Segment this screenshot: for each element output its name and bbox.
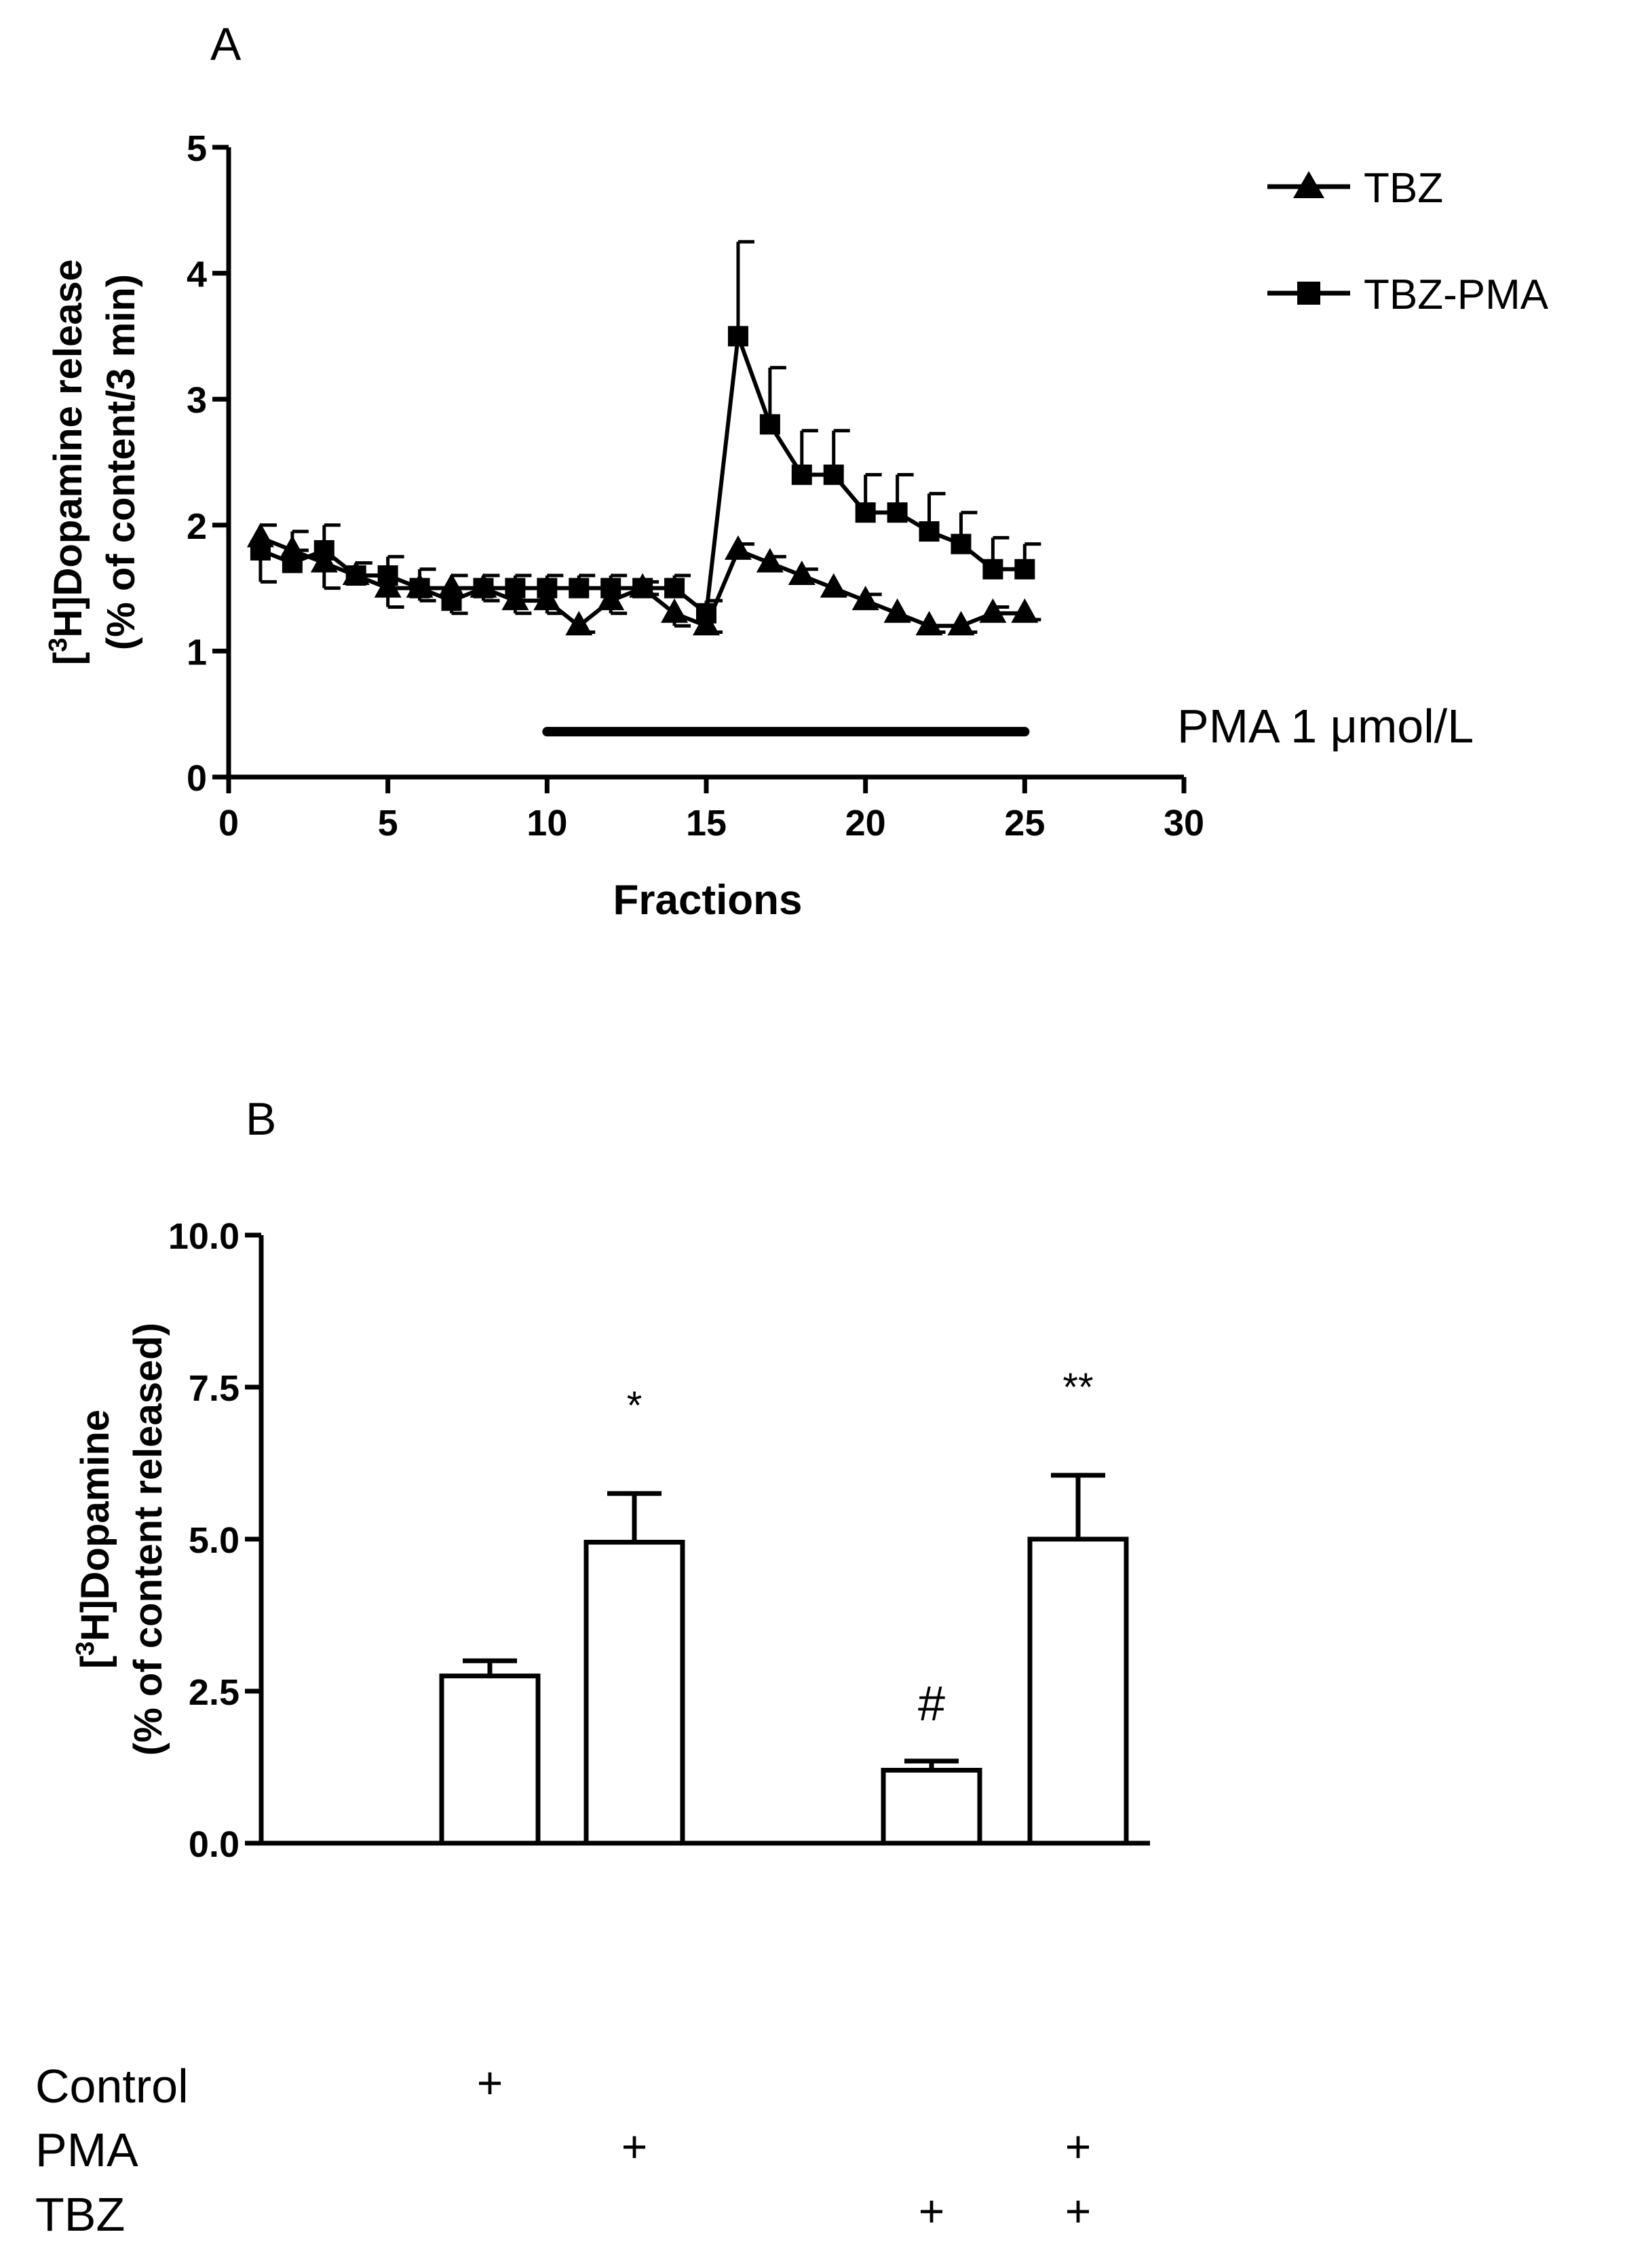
data-point-tbz-pma <box>282 552 303 573</box>
pma-treatment-label: PMA 1 μmol/L <box>1177 700 1474 753</box>
condition-label: PMA <box>35 2123 138 2176</box>
bar-pma <box>583 1539 685 1846</box>
data-point-tbz <box>788 561 816 586</box>
condition-mark: + <box>919 2186 945 2236</box>
data-point-tbz <box>756 548 784 573</box>
data-point-tbz <box>565 611 593 636</box>
data-point-tbz <box>724 535 752 560</box>
data-point-tbz-pma <box>1014 559 1035 580</box>
data-point-tbz-pma <box>569 578 590 599</box>
panel-a-x-label: Fractions <box>613 877 802 924</box>
condition-mark: + <box>477 2058 503 2108</box>
x-tick-label: 0 <box>218 803 239 844</box>
data-point-tbz-pma <box>505 578 526 599</box>
legend-tbz-pma-label: TBZ-PMA <box>1364 271 1549 318</box>
condition-mark: + <box>621 2121 648 2172</box>
legend-tbz-marker <box>1293 171 1324 198</box>
data-point-tbz <box>661 598 689 623</box>
x-tick-label: 20 <box>845 803 886 844</box>
legend-tbz-label: TBZ <box>1364 165 1443 212</box>
x-tick-label: 30 <box>1164 803 1204 844</box>
legend-tbz-pma-marker <box>1297 282 1320 305</box>
data-point-tbz-pma <box>855 502 876 523</box>
data-point-tbz-pma <box>727 326 748 347</box>
y-tick-label: 0 <box>187 758 207 799</box>
data-point-tbz-pma <box>409 578 430 599</box>
data-point-tbz-pma <box>537 578 558 599</box>
bar-control <box>439 1674 541 1846</box>
x-tick-label: 25 <box>1004 803 1045 844</box>
y-tick-label: 5 <box>187 128 207 169</box>
data-point-tbz-pma <box>759 414 780 435</box>
condition-label: Control <box>35 2060 189 2113</box>
panel-b-chart: 0.0 2.5 5.0 7.5 10.0 * # ** [3H]Dopamine (% of… <box>35 1216 1150 2241</box>
data-point-tbz-pma <box>791 464 812 485</box>
data-point-tbz-pma <box>313 540 334 561</box>
y-tick-label: 2.5 <box>189 1672 239 1713</box>
bar-tbz <box>881 1767 982 1846</box>
significance-mark: ** <box>1062 1365 1093 1410</box>
data-point-tbz-pma <box>887 502 908 523</box>
panel-letter-a: A <box>210 18 242 70</box>
y-tick-label: 5.0 <box>189 1520 239 1561</box>
data-point-tbz-pma <box>664 578 685 599</box>
data-point-tbz-pma <box>377 565 398 586</box>
x-tick-label: 5 <box>378 803 398 844</box>
y-tick-label: 0.0 <box>189 1824 239 1865</box>
panel-a-y-label-line1: [3H]Dopamine release <box>44 259 90 665</box>
legend: TBZ TBZ-PMA <box>1267 165 1549 318</box>
y-tick-label: 10.0 <box>168 1216 239 1257</box>
y-tick-label: 4 <box>187 254 207 295</box>
data-point-tbz <box>915 611 943 636</box>
data-point-tbz <box>1011 598 1039 623</box>
data-point-tbz-pma <box>473 578 494 599</box>
y-tick-label: 2 <box>187 506 207 547</box>
data-point-tbz <box>820 573 847 598</box>
y-tick-label: 1 <box>187 632 207 673</box>
y-tick-label: 3 <box>187 380 207 421</box>
panel-b-y-label-line1: [3H]Dopamine <box>71 1410 117 1669</box>
x-tick-label: 10 <box>526 803 567 844</box>
data-point-tbz-pma <box>823 464 844 485</box>
x-tick-label: 15 <box>686 803 727 844</box>
condition-mark: + <box>1065 2186 1092 2236</box>
data-point-tbz-pma <box>951 533 972 554</box>
data-point-tbz <box>979 598 1007 623</box>
condition-mark: + <box>1065 2121 1092 2172</box>
panel-a-chart: 0 1 2 3 4 5 0 5 10 15 20 25 30 PMA 1 μmol/L Fractio… <box>44 128 1474 924</box>
panel-a-y-label-line2: (% of content/3 min) <box>99 274 143 650</box>
data-point-tbz-pma <box>982 559 1003 580</box>
data-point-tbz-pma <box>600 578 621 599</box>
condition-label: TBZ <box>35 2188 125 2241</box>
data-point-tbz-pma <box>632 578 653 599</box>
significance-mark: # <box>918 1677 945 1731</box>
data-point-tbz-pma <box>345 565 366 586</box>
data-point-tbz-pma <box>441 590 462 611</box>
significance-mark: * <box>627 1384 643 1428</box>
panel-letter-b: B <box>246 1093 276 1145</box>
bar-tbz-pma <box>1027 1536 1129 1846</box>
data-point-tbz <box>947 611 975 636</box>
data-point-tbz-pma <box>696 603 716 624</box>
panel-b-y-label-line2: (% of content released) <box>126 1323 170 1756</box>
data-point-tbz <box>851 586 879 611</box>
data-point-tbz <box>883 598 911 623</box>
y-tick-label: 7.5 <box>189 1368 239 1409</box>
data-point-tbz-pma <box>919 521 940 542</box>
data-point-tbz-pma <box>250 540 271 561</box>
